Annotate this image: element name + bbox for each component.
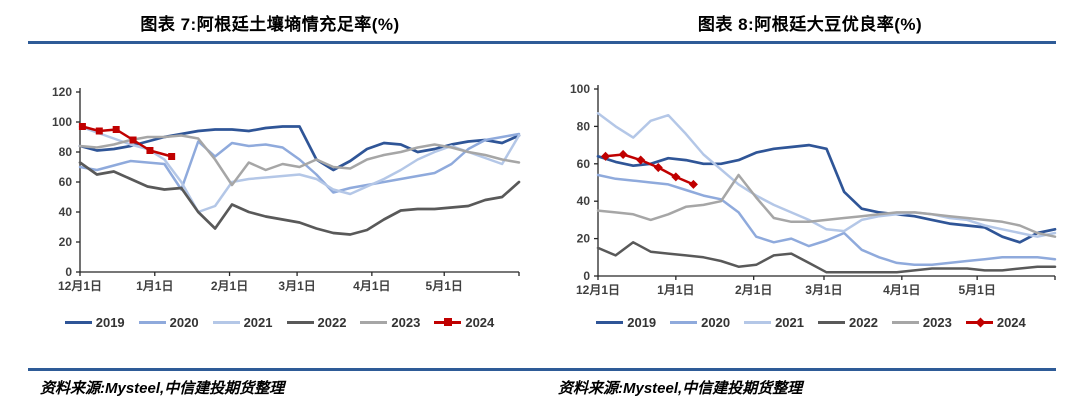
legend-item-2023: 2023 <box>360 315 420 330</box>
legend-label-2021: 2021 <box>243 315 273 330</box>
svg-text:3月1日: 3月1日 <box>278 279 315 293</box>
svg-text:60: 60 <box>59 175 73 189</box>
legend-right: 2019 2020 2021 2022 2023 2024 <box>556 315 1066 330</box>
chart-title-left: 图表 7:阿根廷土壤墒情充足率(%) <box>140 15 400 34</box>
legend-label-2023: 2023 <box>922 315 952 330</box>
legend-item-2022: 2022 <box>286 315 347 330</box>
legend-swatch-2024 <box>965 317 993 328</box>
svg-text:4月1日: 4月1日 <box>353 279 390 293</box>
legend-swatch-2024 <box>434 318 462 326</box>
legend-swatch-2019 <box>596 321 624 324</box>
legend-label-2024: 2024 <box>465 315 495 330</box>
chart-title-right: 图表 8:阿根廷大豆优良率(%) <box>697 15 923 34</box>
legend-item-2021: 2021 <box>212 315 273 330</box>
legend-item-2022: 2022 <box>818 315 878 330</box>
svg-text:120: 120 <box>52 85 72 99</box>
legend-swatch-2023 <box>360 321 388 324</box>
legend-label-2022: 2022 <box>849 315 878 330</box>
svg-text:4月1日: 4月1日 <box>883 283 920 297</box>
svg-text:80: 80 <box>577 119 591 133</box>
line-chart-soil-moisture: 0 20 40 60 80 100 120 12月1日 1月1日 2月1日 3月1日 4月1日 5月1日 <box>52 85 521 293</box>
svg-text:40: 40 <box>59 205 73 219</box>
source-note-right: 资料来源:Mysteel,中信建投期货整理 <box>558 380 803 397</box>
legend-label-2024: 2024 <box>996 315 1026 330</box>
svg-text:0: 0 <box>65 265 72 279</box>
svg-text:20: 20 <box>59 235 73 249</box>
legend-label-2020: 2020 <box>701 315 731 330</box>
legend-item-2019: 2019 <box>596 315 656 330</box>
svg-text:100: 100 <box>570 82 590 96</box>
legend-swatch-2020 <box>670 321 698 324</box>
bottom-divider-rule <box>28 368 1056 371</box>
legend-label-2022: 2022 <box>317 315 347 330</box>
svg-text:1月1日: 1月1日 <box>136 279 173 293</box>
title-row: 图表 7:阿根廷土壤墒情充足率(%) 图表 8:阿根廷大豆优良率(%) <box>0 10 1080 35</box>
top-divider-rule <box>28 41 1056 44</box>
legend-swatch-2022 <box>818 321 845 324</box>
svg-text:12月1日: 12月1日 <box>576 283 620 297</box>
svg-text:2月1日: 2月1日 <box>211 279 248 293</box>
legend-item-2024: 2024 <box>965 315 1026 330</box>
svg-text:5月1日: 5月1日 <box>426 279 463 293</box>
legend-label-2023: 2023 <box>391 315 421 330</box>
legend-item-2020: 2020 <box>138 315 199 330</box>
svg-text:1月1日: 1月1日 <box>657 283 694 297</box>
diamond-marker-icon <box>975 317 986 328</box>
svg-text:5月1日: 5月1日 <box>958 283 995 297</box>
legend-swatch-2019 <box>64 321 92 324</box>
source-note-left: 资料来源:Mysteel,中信建投期货整理 <box>40 380 285 397</box>
svg-text:0: 0 <box>583 269 590 283</box>
legend-swatch-2021 <box>744 321 772 324</box>
svg-text:40: 40 <box>577 194 591 208</box>
svg-text:2月1日: 2月1日 <box>735 283 772 297</box>
svg-text:80: 80 <box>59 145 73 159</box>
line-chart-soybean-rating: 0 20 40 60 80 100 12月1日 1月1日 2月1日 3月1日 4月1日 5月1日 <box>570 82 1057 297</box>
legend-label-2021: 2021 <box>775 315 804 330</box>
legend-swatch-2021 <box>212 321 240 324</box>
legend-label-2020: 2020 <box>169 315 199 330</box>
legend-label-2019: 2019 <box>95 315 125 330</box>
legend-swatch-2023 <box>891 321 919 324</box>
square-marker-icon <box>444 318 453 326</box>
legend-label-2019: 2019 <box>627 315 657 330</box>
legend-item-2023: 2023 <box>891 315 952 330</box>
svg-text:100: 100 <box>52 115 72 129</box>
svg-text:3月1日: 3月1日 <box>805 283 842 297</box>
legend-swatch-2022 <box>286 321 314 324</box>
legend-item-2019: 2019 <box>64 315 125 330</box>
legend-item-2020: 2020 <box>670 315 730 330</box>
legend-left: 2019 2020 2021 2022 2023 2024 <box>32 315 527 330</box>
legend-item-2021: 2021 <box>744 315 804 330</box>
svg-text:12月1日: 12月1日 <box>58 279 102 293</box>
legend-swatch-2020 <box>138 321 166 324</box>
svg-text:60: 60 <box>577 157 591 171</box>
svg-text:20: 20 <box>577 232 591 246</box>
legend-item-2024: 2024 <box>434 315 494 330</box>
